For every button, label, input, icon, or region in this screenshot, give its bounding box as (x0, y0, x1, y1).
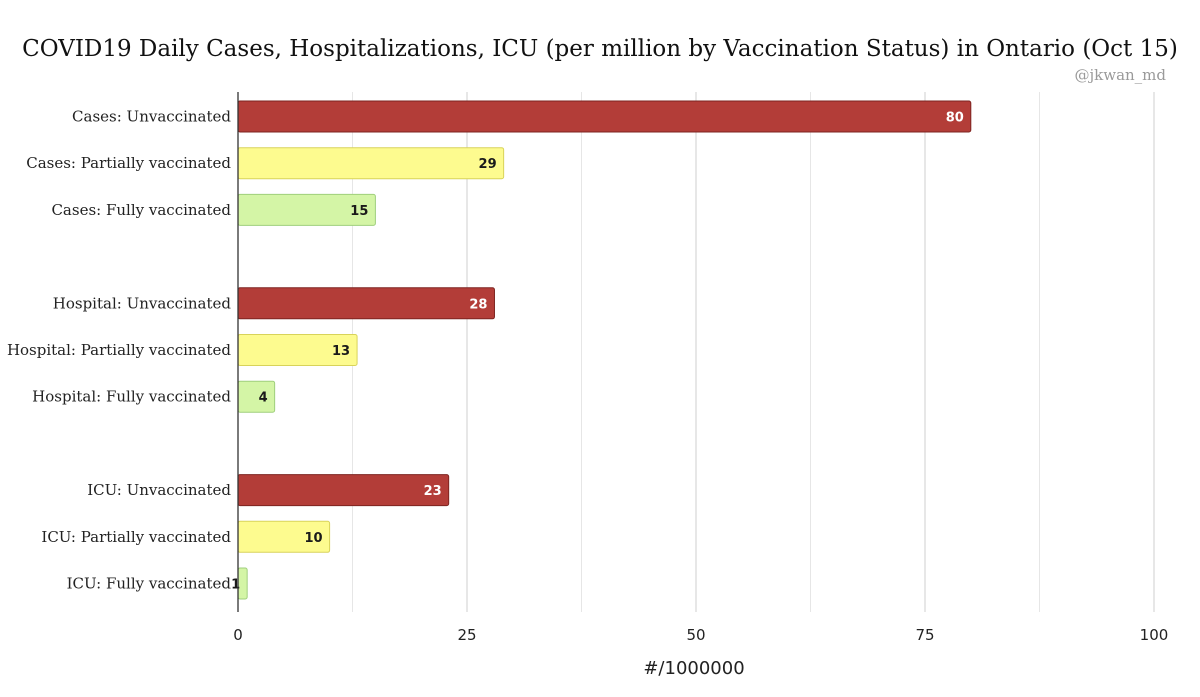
category-label: Cases: Unvaccinated (72, 108, 231, 126)
bar-unvaccinated (237, 287, 495, 320)
data-label: 28 (469, 297, 487, 312)
data-label: 15 (350, 204, 368, 219)
data-label: 13 (332, 344, 350, 359)
data-label: 1 (231, 578, 240, 593)
category-label: ICU: Partially vaccinated (41, 528, 231, 546)
category-label: Hospital: Unvaccinated (53, 294, 232, 312)
x-tick-label: 75 (915, 626, 934, 644)
category-label: ICU: Fully vaccinated (67, 575, 232, 593)
bar-unvaccinated (237, 100, 972, 133)
data-label: 10 (305, 531, 323, 546)
data-label: 29 (479, 157, 497, 172)
bar-unvaccinated (237, 474, 450, 507)
data-label: 23 (424, 484, 442, 499)
chart-title: COVID19 Daily Cases, Hospitalizations, I… (22, 36, 1178, 62)
data-label: 80 (946, 111, 964, 126)
category-label: Cases: Partially vaccinated (26, 154, 231, 172)
bar-partially (237, 147, 505, 180)
x-tick-label: 100 (1140, 626, 1169, 644)
bar-fully (237, 380, 276, 413)
data-label: 4 (259, 391, 268, 406)
category-label: ICU: Unvaccinated (87, 481, 231, 499)
category-label: Hospital: Partially vaccinated (7, 341, 231, 359)
x-axis-title: #/1000000 (643, 658, 744, 679)
category-label: Hospital: Fully vaccinated (32, 388, 231, 406)
bars: Cases: Unvaccinated 80 Cases: Partially va… (7, 100, 972, 600)
chart-credit: @jkwan_md (1074, 66, 1166, 84)
x-tick-label: 0 (233, 626, 243, 644)
x-tick-label: 25 (457, 626, 476, 644)
x-tick-label: 50 (686, 626, 705, 644)
axes: 0 25 50 75 100 (233, 92, 1168, 644)
category-label: Cases: Fully vaccinated (51, 201, 231, 219)
